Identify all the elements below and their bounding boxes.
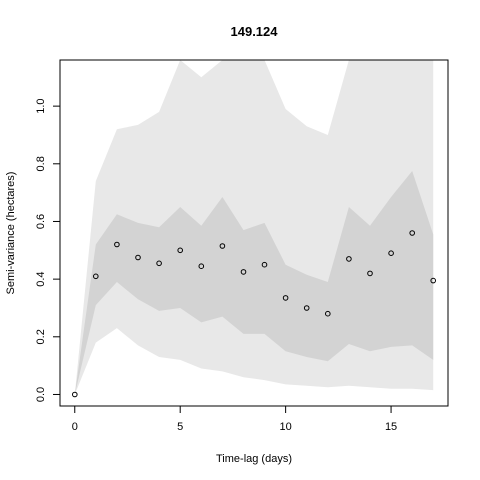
- data-point: [135, 254, 141, 261]
- plot-area: [72, 60, 437, 398]
- chart-title: 149.124: [231, 24, 279, 39]
- x-axis-label: Time-lag (days): [216, 453, 292, 465]
- data-point: [114, 241, 120, 248]
- x-tick-label: 5: [177, 421, 183, 433]
- data-point: [430, 277, 437, 284]
- data-point: [72, 391, 78, 398]
- data-point: [367, 270, 373, 277]
- data-point: [409, 230, 416, 236]
- x-tick-label: 10: [280, 421, 292, 433]
- y-axis: 0.0 0.2 0.4 0.6 0.8 1.0: [35, 98, 61, 402]
- y-tick-label: 0.6: [35, 214, 47, 229]
- y-tick-label: 0.8: [35, 156, 47, 171]
- x-tick-label: 15: [385, 421, 397, 433]
- data-point: [261, 261, 268, 268]
- x-axis: 0 5 10 15: [72, 405, 397, 433]
- data-point: [282, 295, 289, 301]
- data-point: [240, 269, 247, 275]
- data-point: [303, 305, 310, 311]
- y-axis-label: Semi-variance (hectares): [5, 172, 17, 295]
- data-point: [156, 260, 162, 267]
- data-point: [198, 263, 205, 270]
- data-point: [325, 310, 331, 317]
- data-point: [346, 256, 352, 262]
- data-point: [93, 273, 99, 280]
- data-point: [177, 247, 183, 254]
- data-point: [219, 243, 226, 249]
- y-tick-label: 0.4: [35, 271, 47, 286]
- y-tick-label: 0.0: [35, 387, 47, 402]
- y-tick-label: 1.0: [35, 98, 47, 113]
- y-tick-label: 0.2: [35, 329, 47, 344]
- inner-envelope-band: [74, 171, 434, 395]
- data-points: [72, 230, 437, 398]
- data-point: [388, 250, 394, 256]
- x-tick-label: 0: [72, 421, 78, 433]
